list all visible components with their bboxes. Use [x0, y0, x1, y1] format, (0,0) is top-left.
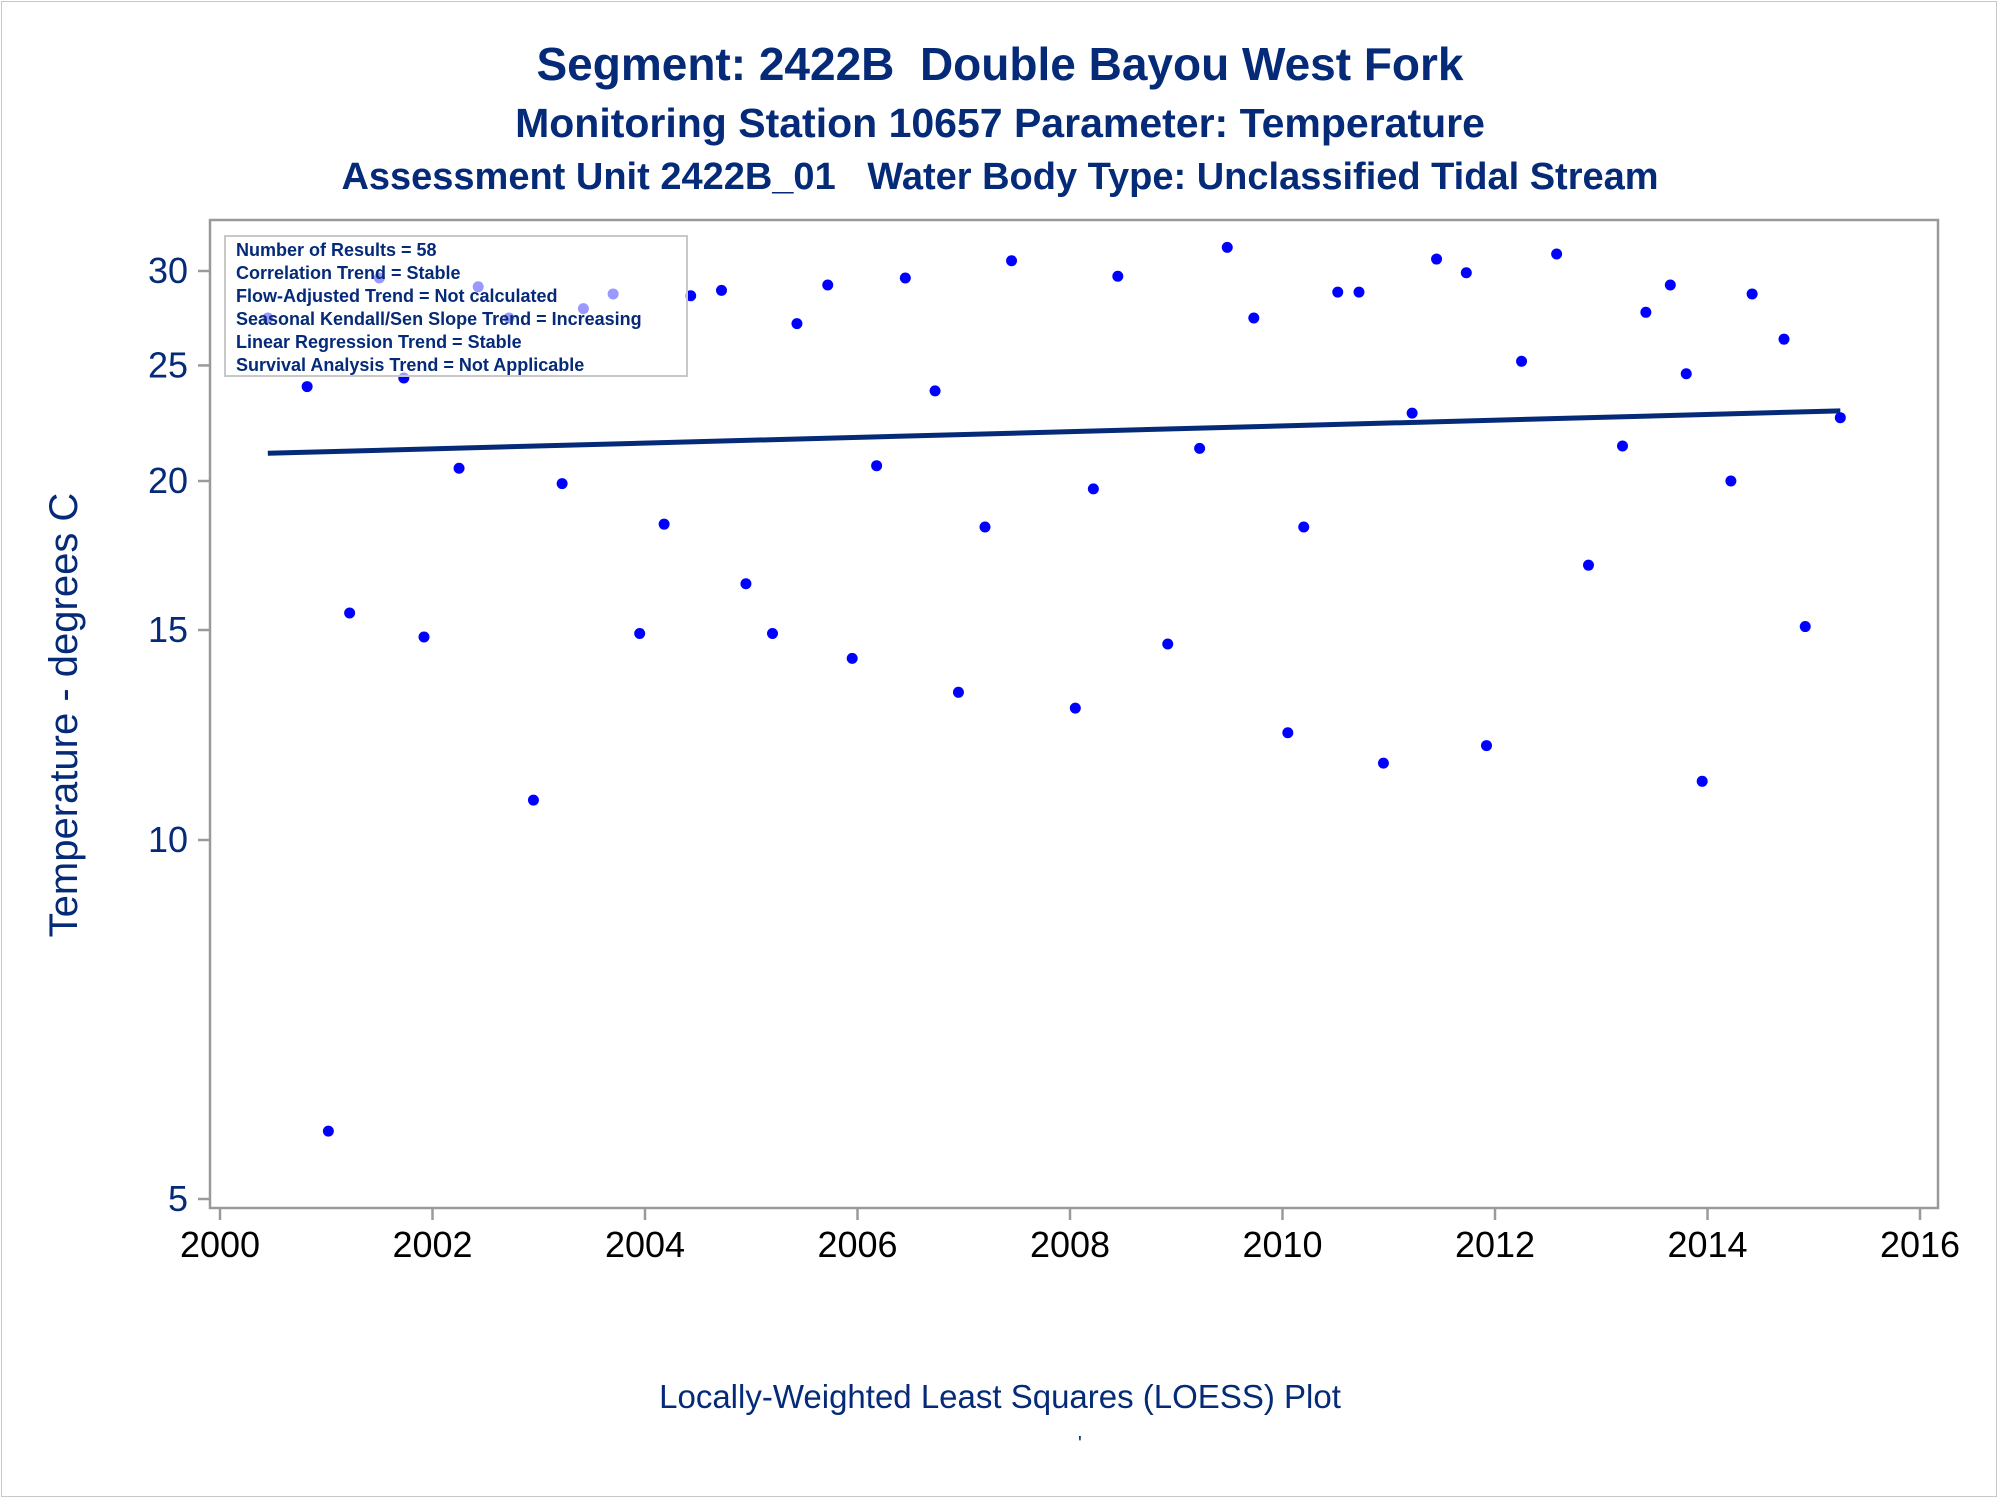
data-point [899, 272, 911, 284]
data-point [1834, 412, 1846, 424]
y-axis-label: Temperature - degrees C [42, 493, 86, 938]
x-tick-label: 2016 [1880, 1224, 1960, 1265]
x-tick-label: 2000 [180, 1224, 260, 1265]
footnote: Locally-Weighted Least Squares (LOESS) P… [659, 1378, 1341, 1415]
stats-inset-box [224, 235, 688, 377]
data-point [301, 381, 313, 393]
data-point [453, 462, 465, 474]
data-point [822, 279, 834, 291]
data-point [767, 627, 778, 639]
data-point [952, 686, 964, 698]
y-tick-label: 25 [148, 344, 188, 385]
data-point [1377, 757, 1389, 769]
stats-inset-line: Correlation Trend = Stable [236, 263, 461, 283]
data-point [979, 521, 991, 533]
data-point [716, 284, 727, 296]
data-point [1194, 442, 1206, 454]
data-point [1640, 306, 1652, 318]
x-tick-label: 2004 [605, 1224, 685, 1265]
data-point [1332, 286, 1344, 298]
data-point [344, 607, 356, 619]
y-tick-label: 10 [148, 819, 188, 860]
data-point [1282, 727, 1294, 739]
x-tick-label: 2010 [1242, 1224, 1322, 1265]
data-point [846, 652, 858, 664]
data-point [527, 794, 539, 806]
data-point [1162, 638, 1174, 650]
data-point [1406, 407, 1418, 419]
data-point [556, 478, 568, 490]
stats-inset-line: Linear Regression Trend = Stable [236, 332, 522, 352]
data-point [1516, 355, 1528, 367]
data-point [929, 385, 941, 397]
data-point [1353, 286, 1365, 298]
stats-inset-line: Seasonal Kendall/Sen Slope Trend = Incre… [236, 309, 642, 329]
x-tick-label: 2012 [1455, 1224, 1535, 1265]
data-point [871, 460, 883, 472]
data-point [634, 627, 646, 639]
chart-subtitle: Monitoring Station 10657 Parameter: Temp… [515, 100, 1485, 146]
data-point [1087, 483, 1099, 495]
data-point [1460, 267, 1472, 279]
stats-inset-line: Survival Analysis Trend = Not Applicable [236, 355, 584, 375]
x-tick-label: 2002 [392, 1224, 472, 1265]
stats-inset-line: Flow-Adjusted Trend = Not calculated [236, 286, 558, 306]
data-point [1221, 241, 1233, 253]
data-point [1551, 248, 1563, 260]
chart-subtitle-2: Assessment Unit 2422B_01 Water Body Type… [341, 156, 1659, 198]
data-point [1431, 253, 1443, 265]
data-point [1680, 368, 1692, 380]
footnote-mark: ' [1078, 1433, 1082, 1455]
data-point [1664, 279, 1676, 291]
data-point [791, 318, 803, 330]
x-tick-label: 2006 [817, 1224, 897, 1265]
loess-trend-line [267, 408, 1841, 456]
data-point [1006, 255, 1018, 267]
x-tick-label: 2014 [1667, 1224, 1747, 1265]
y-tick-label: 15 [148, 609, 188, 650]
data-point [658, 518, 670, 530]
data-point [740, 578, 752, 590]
y-tick-label: 30 [148, 250, 188, 291]
data-point [1481, 740, 1492, 752]
plot-frame [208, 218, 1940, 1210]
x-tick-label: 2008 [1030, 1224, 1110, 1265]
data-point [1583, 559, 1594, 571]
data-point [1617, 440, 1628, 452]
data-point [1778, 333, 1790, 345]
stats-inset-line: Number of Results = 58 [236, 240, 437, 260]
data-point [1746, 288, 1758, 300]
data-point [1248, 312, 1260, 324]
data-point [1069, 702, 1081, 714]
data-point [1799, 621, 1811, 633]
data-point [1298, 521, 1310, 533]
data-point [322, 1125, 334, 1137]
chart-title: Segment: 2422B Double Bayou West Fork [536, 38, 1464, 90]
data-point [1696, 775, 1708, 787]
y-tick-label: 20 [148, 460, 188, 501]
data-point [1725, 475, 1737, 487]
data-point [1112, 270, 1124, 282]
data-point [418, 631, 430, 643]
y-tick-label: 5 [168, 1178, 188, 1219]
plot-area: 2000 2002 2004 2006 2008 2010 2012 2014 2016 5 10 1… [42, 218, 1960, 1265]
